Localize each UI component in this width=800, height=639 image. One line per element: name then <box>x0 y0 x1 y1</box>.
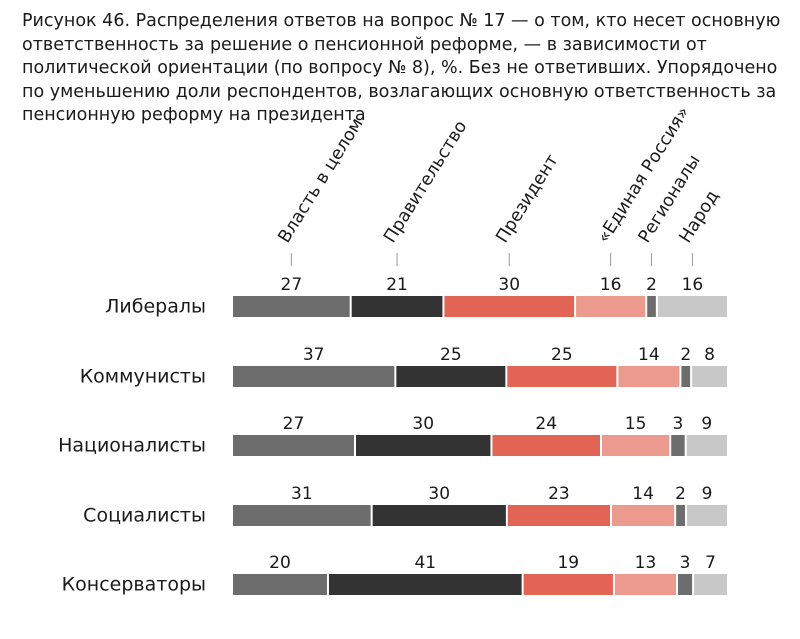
value-label: 2 <box>675 484 686 504</box>
value-label: 30 <box>498 275 520 295</box>
bar-segment-regionals <box>681 366 691 387</box>
bar-segment-power <box>233 296 350 317</box>
value-label: 27 <box>283 414 305 434</box>
bar-segment-president <box>507 366 617 387</box>
bar-segment-president <box>523 574 613 595</box>
bar-segment-power <box>233 366 395 387</box>
bar-segment-president <box>492 435 600 456</box>
value-label: 13 <box>635 553 657 573</box>
row-label: Консерваторы <box>62 574 206 596</box>
bar-segment-government <box>356 435 491 456</box>
value-label: 8 <box>704 345 715 365</box>
row-label: Социалисты <box>83 505 206 527</box>
value-label: 15 <box>625 414 647 434</box>
value-label: 19 <box>557 553 579 573</box>
value-label: 9 <box>702 484 713 504</box>
value-label: 16 <box>600 275 622 295</box>
value-label: 14 <box>632 484 654 504</box>
figure-caption: Рисунок 46. Распределения ответов на воп… <box>22 11 781 125</box>
bar-segment-regionals <box>678 574 693 595</box>
value-label: 20 <box>269 553 291 573</box>
value-label: 16 <box>682 275 704 295</box>
value-label: 21 <box>386 275 408 295</box>
legend-label-government: Правительство <box>380 117 471 246</box>
row-label: Либералы <box>105 296 206 318</box>
bar-segment-power <box>233 435 354 456</box>
row-label: Националисты <box>58 435 206 457</box>
value-label: 14 <box>638 345 660 365</box>
legend-label-power: Власть в целом <box>275 115 368 247</box>
value-label: 3 <box>680 553 691 573</box>
value-label: 25 <box>551 345 573 365</box>
bar-segment-government <box>372 505 506 526</box>
bar-segment-people <box>692 366 727 387</box>
bar-segment-united-russia <box>618 366 680 387</box>
value-label: 23 <box>548 484 570 504</box>
value-label: 30 <box>428 484 450 504</box>
value-label: 2 <box>646 275 657 295</box>
row-label: Коммунисты <box>80 366 206 388</box>
value-label: 24 <box>535 414 557 434</box>
bar-segment-president <box>444 296 575 317</box>
bar-segment-president <box>507 505 610 526</box>
value-label: 31 <box>291 484 313 504</box>
bar-segment-people <box>657 296 727 317</box>
bar-segment-government <box>396 366 506 387</box>
bar-segment-united-russia <box>576 296 646 317</box>
bar-segment-power <box>233 505 371 526</box>
bar-segment-united-russia <box>614 574 677 595</box>
value-label: 27 <box>281 275 303 295</box>
bar-segment-regionals <box>647 296 656 317</box>
value-label: 7 <box>705 553 716 573</box>
bar-segment-people <box>687 505 727 526</box>
value-label: 41 <box>414 553 436 573</box>
value-label: 37 <box>303 345 325 365</box>
bar-segment-regionals <box>676 505 686 526</box>
value-label: 2 <box>680 345 691 365</box>
bar-segment-power <box>233 574 327 595</box>
value-label: 3 <box>673 414 684 434</box>
bar-segment-government <box>328 574 522 595</box>
bar-segment-government <box>351 296 443 317</box>
bar-segment-people <box>686 435 727 456</box>
legend-label-president: Президент <box>493 151 563 247</box>
value-label: 30 <box>412 414 434 434</box>
bar-segment-united-russia <box>611 505 675 526</box>
value-label: 25 <box>440 345 462 365</box>
value-label: 9 <box>701 414 712 434</box>
bar-segment-people <box>694 574 727 595</box>
bar-segment-united-russia <box>602 435 670 456</box>
bar-segment-regionals <box>671 435 685 456</box>
